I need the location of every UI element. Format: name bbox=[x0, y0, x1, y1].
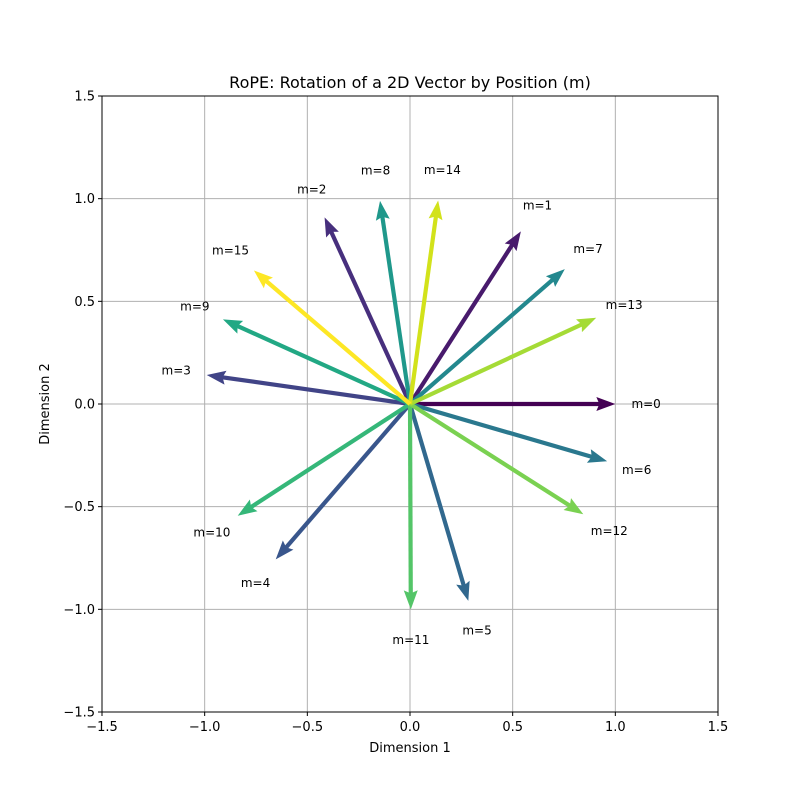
vector-arrow bbox=[403, 403, 418, 610]
vector-arrowhead bbox=[275, 540, 294, 560]
vector-label: m=13 bbox=[606, 298, 643, 312]
vector-arrow bbox=[409, 401, 608, 463]
vector-arrow bbox=[408, 231, 521, 406]
vector-shaft bbox=[408, 276, 556, 406]
ticks: −1.5 −1.0 −0.5 0.0 0.5 1.0 1.5 −1.5 −1.0 −0.5 0.0 0… bbox=[63, 90, 728, 736]
x-tick-label: −0.5 bbox=[292, 720, 324, 735]
vector-label: m=3 bbox=[162, 364, 191, 378]
y-tick-label: −0.5 bbox=[63, 500, 95, 515]
vector-label: m=8 bbox=[361, 163, 390, 177]
vector-arrowhead bbox=[596, 397, 616, 411]
vector-label: m=4 bbox=[241, 576, 270, 590]
vector-arrow bbox=[324, 217, 412, 405]
vector-shaft bbox=[379, 214, 413, 405]
vector-label: m=5 bbox=[462, 623, 491, 637]
vectors bbox=[206, 200, 616, 610]
x-tick-label: 0.0 bbox=[400, 720, 421, 735]
vector-arrow bbox=[206, 370, 411, 407]
vector-arrow bbox=[408, 402, 584, 515]
chart-title: RoPE: Rotation of a 2D Vector by Positio… bbox=[229, 73, 591, 92]
vector-arrow bbox=[407, 403, 470, 601]
vector-shaft bbox=[408, 402, 573, 509]
vector-label: m=10 bbox=[193, 525, 230, 539]
vector-label: m=0 bbox=[631, 397, 660, 411]
vector-arrowhead bbox=[222, 319, 244, 334]
vector-arrowhead bbox=[237, 499, 258, 516]
vector-arrowhead bbox=[403, 590, 418, 610]
x-tick-label: 1.0 bbox=[605, 720, 626, 735]
vector-arrow bbox=[275, 402, 412, 560]
vector-label: m=2 bbox=[297, 182, 326, 196]
x-axis-label: Dimension 1 bbox=[369, 741, 451, 756]
y-tick-label: 1.0 bbox=[74, 192, 95, 207]
vector-arrow bbox=[222, 319, 411, 406]
vector-label: m=1 bbox=[523, 198, 552, 212]
vector-label: m=9 bbox=[180, 300, 209, 314]
vector-shaft bbox=[409, 401, 595, 460]
vector-arrowhead bbox=[428, 200, 443, 221]
x-tick-label: −1.5 bbox=[86, 720, 118, 735]
vector-labels: m=0 m=1 m=2 m=3 m=4 m=5 m=6 m=7 m=8 m=9 m=10 m=11 m=… bbox=[162, 163, 661, 647]
vector-shaft bbox=[407, 214, 439, 405]
vector-shaft bbox=[283, 402, 412, 551]
vector-arrowhead bbox=[586, 449, 608, 463]
vector-arrowhead bbox=[576, 317, 597, 333]
vector-arrow bbox=[407, 200, 443, 405]
x-tick-label: 0.5 bbox=[502, 720, 523, 735]
vector-arrowhead bbox=[456, 580, 470, 601]
vector-shaft bbox=[407, 403, 467, 589]
vector-arrow bbox=[408, 269, 565, 406]
vector-arrow bbox=[409, 317, 597, 406]
vector-label: m=15 bbox=[212, 244, 249, 258]
vector-arrow bbox=[410, 397, 616, 411]
vector-label: m=14 bbox=[424, 163, 461, 177]
vector-shaft bbox=[328, 229, 412, 405]
y-tick-label: 0.5 bbox=[74, 295, 95, 310]
vector-label: m=7 bbox=[573, 242, 602, 256]
vector-arrowhead bbox=[206, 370, 227, 385]
vector-shaft bbox=[234, 323, 411, 406]
y-tick-label: −1.5 bbox=[63, 706, 95, 721]
vector-arrow bbox=[253, 270, 412, 406]
vector-arrowhead bbox=[253, 270, 273, 289]
y-tick-label: 0.0 bbox=[74, 398, 95, 413]
vector-label: m=12 bbox=[591, 524, 628, 538]
y-tick-label: −1.0 bbox=[63, 603, 95, 618]
vector-label: m=6 bbox=[622, 463, 651, 477]
vector-arrowhead bbox=[545, 269, 565, 287]
y-tick-label: 1.5 bbox=[74, 90, 95, 105]
vector-shaft bbox=[248, 402, 412, 510]
vector-arrow bbox=[375, 200, 413, 405]
vector-shaft bbox=[407, 403, 413, 596]
x-tick-label: 1.5 bbox=[708, 720, 729, 735]
y-axis-label: Dimension 2 bbox=[38, 363, 53, 445]
vector-arrowhead bbox=[375, 200, 390, 221]
vector-arrowhead bbox=[563, 498, 584, 515]
x-tick-label: −1.0 bbox=[189, 720, 221, 735]
vector-arrow bbox=[237, 402, 412, 516]
vector-arrowhead bbox=[504, 231, 521, 252]
vector-arrowhead bbox=[324, 217, 339, 238]
vector-label: m=11 bbox=[392, 633, 429, 647]
vector-shaft bbox=[408, 241, 516, 406]
vector-shaft bbox=[409, 321, 585, 406]
vector-shaft bbox=[220, 374, 411, 407]
vector-shaft bbox=[263, 278, 412, 406]
